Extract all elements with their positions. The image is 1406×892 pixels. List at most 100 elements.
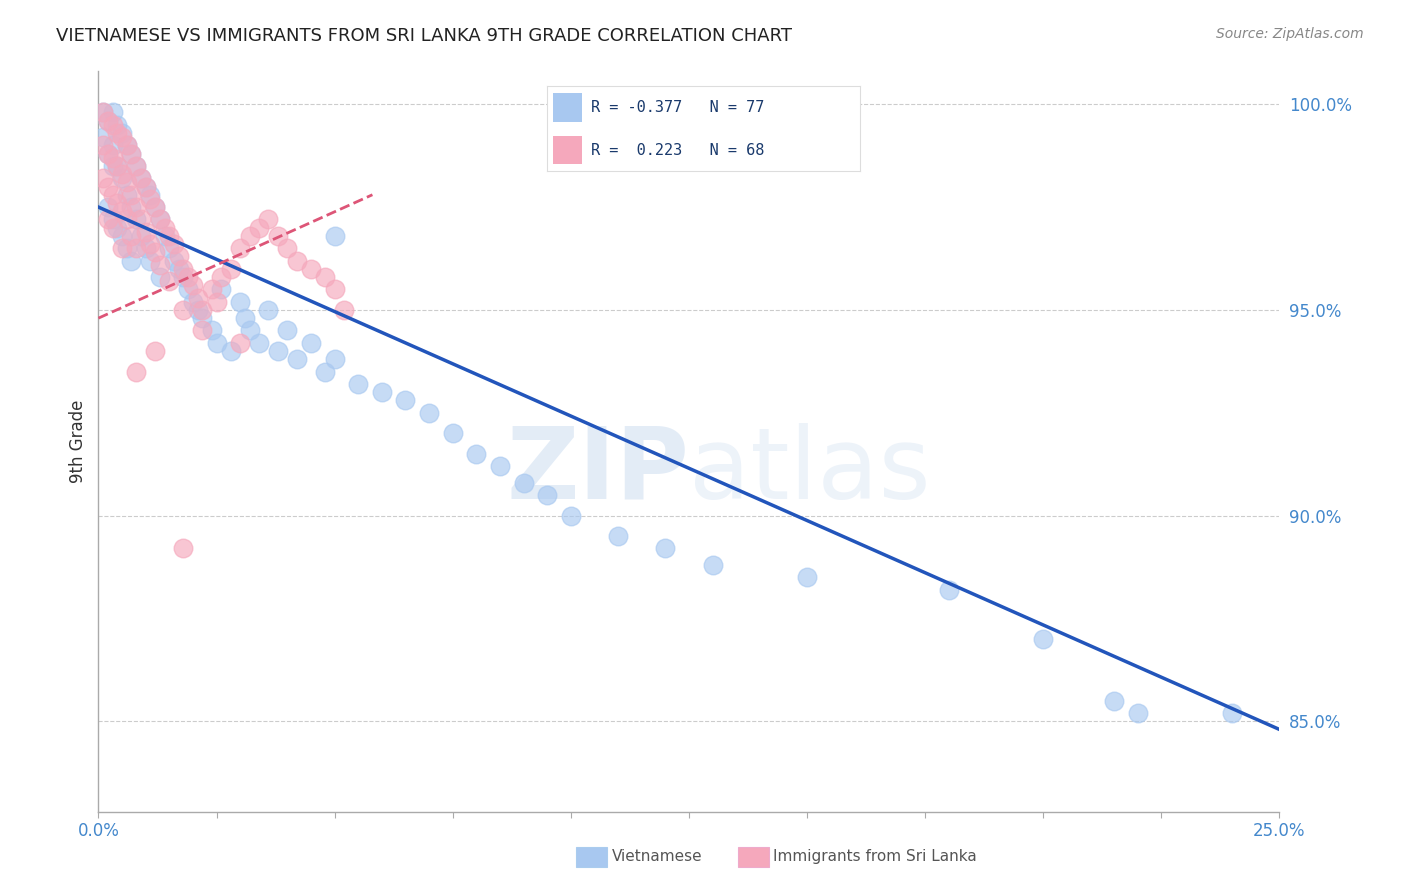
Point [97,212,120,227]
Point [139,253,162,268]
Point [172,270,194,285]
Point [209,270,232,285]
Point [938,582,960,597]
Point [101,159,124,173]
Point [115,187,138,202]
Point [172,302,194,317]
Point [125,241,148,255]
Point [560,97,582,112]
Point [333,302,356,317]
Point [135,179,157,194]
Point [285,253,308,268]
Point [129,228,152,243]
Point [157,274,180,288]
Point [125,200,148,214]
Point [101,105,124,120]
Text: ZIP: ZIP [506,423,689,520]
Point [149,212,172,227]
Point [181,294,204,309]
Point [149,212,172,227]
Point [149,258,172,272]
Point [702,558,724,572]
Point [105,159,128,173]
Point [125,365,148,379]
Point [97,146,120,161]
Point [201,324,224,338]
Point [247,335,270,350]
Point [91,138,114,153]
Point [796,570,818,584]
Point [135,241,157,255]
Point [101,118,124,132]
Point [233,311,256,326]
Point [239,324,262,338]
Point [121,253,143,268]
Point [177,282,200,296]
Point [191,324,214,338]
Point [143,200,166,214]
Point [219,261,242,276]
Y-axis label: 9th Grade: 9th Grade [69,400,87,483]
Point [115,138,138,153]
Text: atlas: atlas [689,423,931,520]
Text: VIETNAMESE VS IMMIGRANTS FROM SRI LANKA 9TH GRADE CORRELATION CHART: VIETNAMESE VS IMMIGRANTS FROM SRI LANKA … [56,27,792,45]
Point [105,220,128,235]
Point [1102,694,1125,708]
Point [229,241,252,255]
Point [187,291,209,305]
Point [201,282,224,296]
Point [191,311,214,326]
Point [172,541,194,556]
Point [105,159,128,173]
Point [187,302,209,317]
Point [129,212,152,227]
Point [111,126,134,140]
Point [347,376,370,391]
Point [135,179,157,194]
Point [97,113,120,128]
Point [418,406,440,420]
Point [149,270,172,285]
Text: Vietnamese: Vietnamese [612,849,702,863]
Point [105,118,128,132]
Point [172,261,194,276]
Point [121,228,143,243]
Point [209,282,232,296]
Point [239,228,262,243]
Point [111,241,134,255]
Point [394,393,416,408]
Point [489,459,512,474]
Point [323,228,346,243]
Point [143,200,166,214]
Point [111,167,134,181]
Point [465,447,488,461]
Point [101,212,124,227]
Point [157,241,180,255]
Point [115,176,138,190]
Point [97,200,120,214]
Point [323,282,346,296]
Point [105,196,128,211]
Point [91,130,114,145]
Point [177,270,200,285]
Point [101,220,124,235]
Point [560,508,582,523]
Point [91,171,114,186]
Point [1220,706,1243,720]
Point [163,237,186,252]
Point [371,385,394,400]
Point [257,212,280,227]
Point [153,220,176,235]
Point [121,146,143,161]
Point [247,220,270,235]
Point [163,253,186,268]
Point [153,228,176,243]
Point [181,278,204,293]
Point [267,228,290,243]
Point [607,529,630,543]
Point [276,324,298,338]
Point [139,192,162,206]
Point [129,171,152,186]
Point [229,294,252,309]
Point [125,159,148,173]
